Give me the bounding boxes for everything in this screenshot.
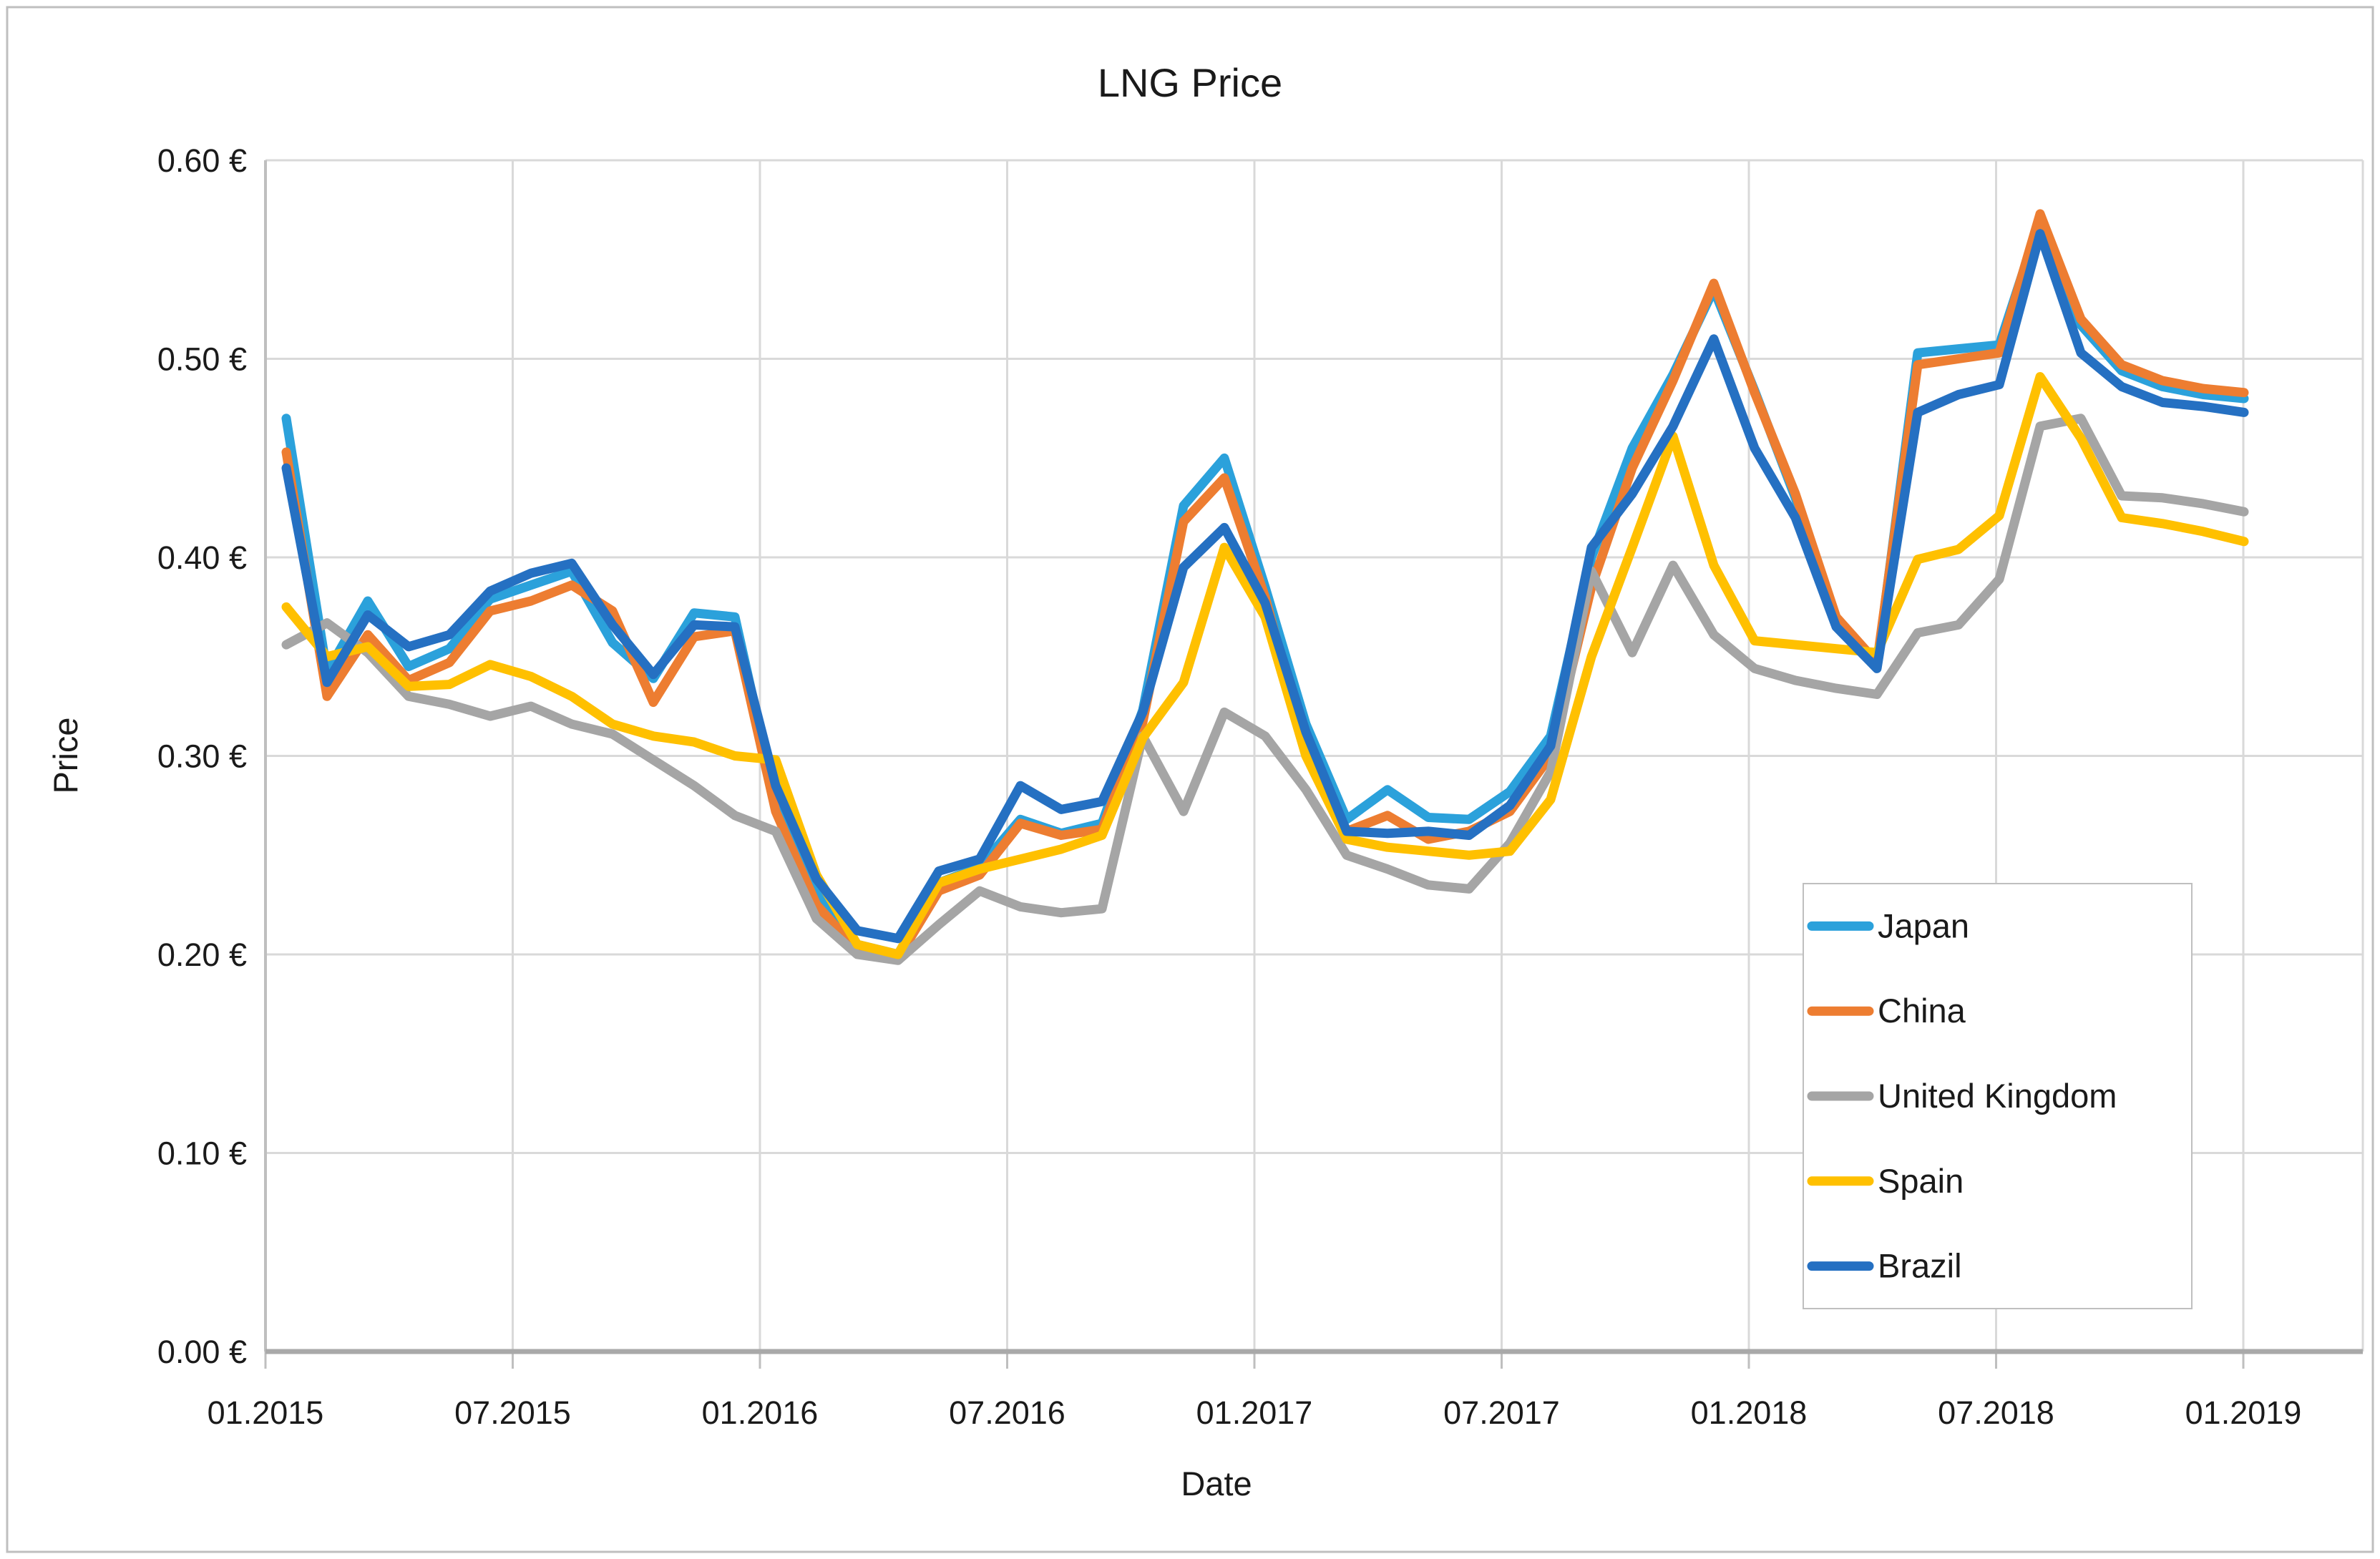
y-axis-tick-labels: 0.00 € 0.10 € 0.20 € 0.30 € 0.40 € 0.50 € 0.60… bbox=[157, 142, 247, 1370]
y-tick-label: 0.30 € bbox=[157, 738, 247, 775]
legend: Japan China United Kingdom Spain Brazil bbox=[1803, 883, 2193, 1309]
y-tick-label: 0.20 € bbox=[157, 937, 247, 973]
legend-label-brazil: Brazil bbox=[1878, 1247, 1962, 1285]
legend-label-spain: Spain bbox=[1878, 1162, 1964, 1200]
x-tick-label: 01.2019 bbox=[2185, 1394, 2302, 1431]
x-tick-label: 01.2016 bbox=[702, 1394, 819, 1431]
y-axis-title: Price bbox=[47, 717, 84, 793]
x-tick-label: 07.2017 bbox=[1443, 1394, 1560, 1431]
x-axis-tick-labels: 01.2015 07.2015 01.2016 07.2016 01.2017 07.20… bbox=[208, 1394, 2302, 1431]
legend-label-china: China bbox=[1878, 992, 1966, 1030]
vertical-gridlines bbox=[264, 160, 2245, 1369]
series-line-spain bbox=[281, 372, 2249, 959]
y-tick-label: 0.60 € bbox=[157, 142, 247, 179]
axis-lines bbox=[264, 160, 2364, 1354]
x-axis-title: Date bbox=[1181, 1465, 1252, 1502]
y-tick-label: 0.50 € bbox=[157, 341, 247, 378]
legend-label-united-kingdom: United Kingdom bbox=[1878, 1077, 2117, 1115]
y-tick-label: 0.00 € bbox=[157, 1334, 247, 1370]
y-tick-label: 0.10 € bbox=[157, 1135, 247, 1172]
x-tick-label: 01.2017 bbox=[1196, 1394, 1313, 1431]
legend-label-japan: Japan bbox=[1878, 906, 1969, 944]
y-tick-label: 0.40 € bbox=[157, 539, 247, 576]
figure-border bbox=[6, 6, 2374, 1553]
x-tick-label: 07.2018 bbox=[1938, 1394, 2054, 1431]
x-tick-label: 07.2016 bbox=[949, 1394, 1065, 1431]
series-line-brazil bbox=[281, 229, 2249, 944]
chart-title: LNG Price bbox=[1098, 60, 1282, 105]
data-series-lines bbox=[281, 209, 2249, 965]
x-tick-label: 07.2015 bbox=[454, 1394, 571, 1431]
x-tick-label: 01.2018 bbox=[1691, 1394, 1808, 1431]
series-line-china bbox=[281, 209, 2249, 963]
series-line-united-kingdom bbox=[281, 414, 2249, 965]
x-tick-label: 01.2015 bbox=[208, 1394, 324, 1431]
